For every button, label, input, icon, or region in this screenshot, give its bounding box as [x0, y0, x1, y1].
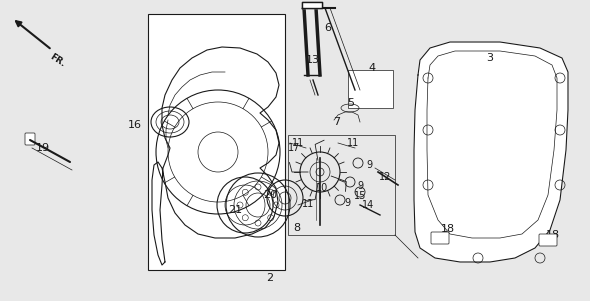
Bar	[348, 70, 393, 108]
Text: 13: 13	[306, 55, 320, 65]
Text: 16: 16	[128, 120, 142, 130]
Text: 11: 11	[347, 138, 359, 148]
Text: 4: 4	[368, 63, 376, 73]
Text: 19: 19	[36, 143, 50, 153]
Text: 6: 6	[324, 23, 332, 33]
Text: 9: 9	[366, 160, 372, 170]
Polygon shape	[414, 42, 568, 262]
Text: 10: 10	[316, 183, 328, 193]
Text: 21: 21	[228, 205, 242, 215]
Text: FR.: FR.	[48, 52, 67, 69]
FancyBboxPatch shape	[25, 133, 35, 145]
Text: 14: 14	[362, 200, 374, 210]
FancyBboxPatch shape	[539, 234, 557, 246]
Text: 20: 20	[263, 190, 277, 200]
Text: 18: 18	[546, 230, 560, 240]
Text: 5: 5	[348, 98, 355, 108]
Text: 12: 12	[379, 172, 391, 182]
Text: 18: 18	[441, 224, 455, 234]
Text: 11: 11	[292, 138, 304, 148]
Text: 11: 11	[302, 199, 314, 209]
Text: 9: 9	[344, 198, 350, 208]
Text: 3: 3	[487, 53, 493, 63]
Text: 2: 2	[267, 273, 274, 283]
Text: 9: 9	[357, 181, 363, 191]
Text: 7: 7	[333, 117, 340, 127]
Bar	[288, 135, 395, 235]
FancyBboxPatch shape	[431, 232, 449, 244]
Bar	[148, 14, 285, 270]
Text: 17: 17	[288, 143, 300, 153]
Text: 8: 8	[293, 223, 300, 233]
Text: 15: 15	[354, 191, 366, 201]
